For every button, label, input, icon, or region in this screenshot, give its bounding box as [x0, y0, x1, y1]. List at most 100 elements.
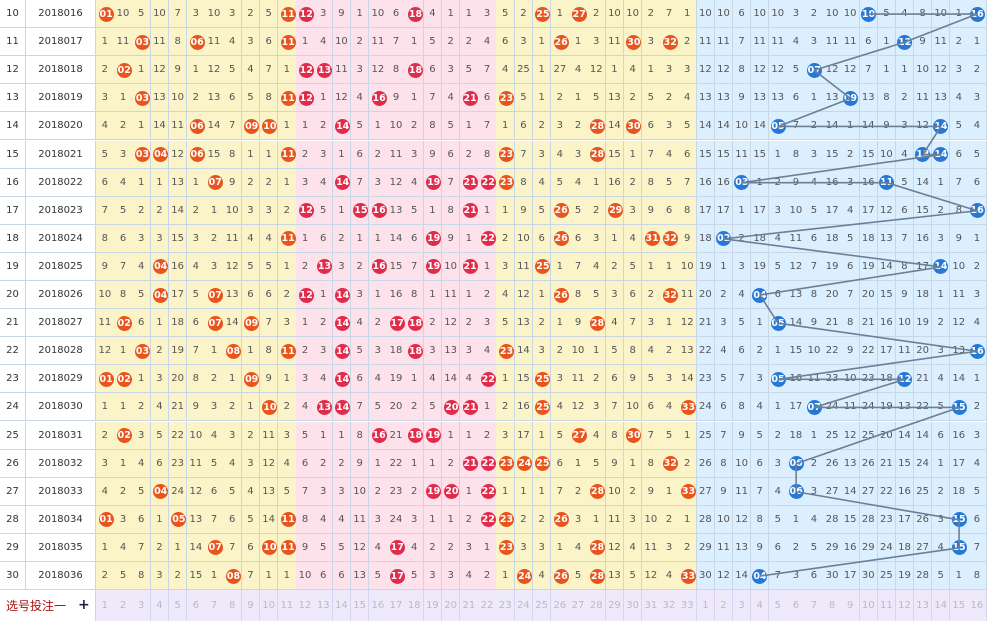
pick-red-20[interactable]: 20 [441, 590, 461, 621]
pick-blue-13[interactable]: 13 [913, 590, 933, 621]
pick-red-26[interactable]: 26 [551, 590, 570, 621]
red-cell: 1 [114, 449, 133, 478]
red-cell: 3 [569, 140, 588, 169]
pick-red-12[interactable]: 12 [296, 590, 315, 621]
red-cell: 3 [678, 56, 698, 85]
red-cell: 5 [441, 112, 461, 141]
red-cell: 1 [642, 56, 661, 85]
period-number: 2018024 [26, 224, 96, 253]
red-ball-number: 22 [480, 512, 496, 528]
pick-blue-16[interactable]: 16 [968, 590, 987, 621]
red-cell: 4 [587, 421, 607, 450]
pick-blue-14[interactable]: 14 [931, 590, 951, 621]
pick-red-3[interactable]: 3 [132, 590, 152, 621]
pick-blue-4[interactable]: 4 [750, 590, 770, 621]
blue-cell: 14 [714, 112, 734, 141]
pick-red-16[interactable]: 16 [369, 590, 388, 621]
pick-blue-6[interactable]: 6 [787, 590, 806, 621]
red-cell: 12 [587, 56, 607, 85]
period-number: 2018026 [26, 281, 96, 310]
pick-red-14[interactable]: 14 [332, 590, 352, 621]
pick-red-5[interactable]: 5 [168, 590, 188, 621]
pick-red-28[interactable]: 28 [587, 590, 607, 621]
red-cell: 19 [423, 252, 443, 281]
blue-cell: 5 [769, 252, 788, 281]
pick-red-29[interactable]: 29 [605, 590, 625, 621]
pick-blue-10[interactable]: 10 [859, 590, 879, 621]
blue-cell: 1 [931, 449, 951, 478]
pick-red-6[interactable]: 6 [187, 590, 206, 621]
red-cell: 2 [278, 393, 297, 422]
pick-red-13[interactable]: 13 [314, 590, 334, 621]
pick-blue-9[interactable]: 9 [841, 590, 860, 621]
pick-red-18[interactable]: 18 [405, 590, 425, 621]
red-cell: 7 [205, 505, 224, 534]
red-ball-number: 33 [680, 399, 696, 415]
red-ball-number: 27 [571, 428, 587, 444]
blue-cell: 1 [931, 168, 951, 197]
red-cell: 1 [496, 112, 516, 141]
pick-red-25[interactable]: 25 [532, 590, 552, 621]
blue-cell: 16 [950, 421, 969, 450]
blue-ball-number: 04 [752, 568, 768, 584]
red-ball-number: 16 [371, 428, 387, 444]
red-cell: 13 [605, 84, 625, 113]
pick-red-31[interactable]: 31 [642, 590, 661, 621]
pick-red-27[interactable]: 27 [569, 590, 588, 621]
red-cell: 9 [187, 393, 206, 422]
pick-blue-12[interactable]: 12 [895, 590, 915, 621]
pick-blue-3[interactable]: 3 [732, 590, 752, 621]
blue-cell: 16 [859, 168, 879, 197]
pick-red-10[interactable]: 10 [259, 590, 279, 621]
red-cell: 6 [478, 84, 497, 113]
red-cell: 12 [296, 84, 315, 113]
red-cell: 8 [441, 196, 461, 225]
red-cell: 3 [532, 533, 552, 562]
blue-cell: 15 [787, 337, 806, 366]
pick-blue-11[interactable]: 11 [877, 590, 897, 621]
pick-red-22[interactable]: 22 [478, 590, 497, 621]
blue-cell: 24 [913, 449, 933, 478]
blue-cell: 18 [696, 224, 716, 253]
pick-blue-15[interactable]: 15 [950, 590, 969, 621]
pick-red-30[interactable]: 30 [623, 590, 643, 621]
pick-red-9[interactable]: 9 [241, 590, 261, 621]
pick-red-24[interactable]: 24 [514, 590, 534, 621]
blue-cell: 15 [859, 140, 879, 169]
red-ball-number: 23 [498, 90, 514, 106]
red-cell: 8 [623, 337, 643, 366]
pick-red-4[interactable]: 4 [150, 590, 170, 621]
pick-red-32[interactable]: 32 [660, 590, 679, 621]
pick-red-33[interactable]: 33 [678, 590, 698, 621]
blue-cell: 24 [823, 393, 842, 422]
pick-blue-8[interactable]: 8 [823, 590, 842, 621]
pick-numbers-label[interactable]: 选号投注一 [0, 590, 96, 621]
pick-red-15[interactable]: 15 [350, 590, 370, 621]
pick-blue-5[interactable]: 5 [769, 590, 788, 621]
pick-red-7[interactable]: 7 [205, 590, 224, 621]
pick-red-2[interactable]: 2 [114, 590, 133, 621]
blue-cell: 12 [714, 56, 734, 85]
pick-blue-7[interactable]: 7 [805, 590, 824, 621]
red-ball-number: 18 [407, 62, 423, 78]
red-cell: 1 [350, 0, 370, 29]
pick-red-21[interactable]: 21 [460, 590, 479, 621]
pick-red-8[interactable]: 8 [223, 590, 243, 621]
red-cell: 2 [642, 0, 661, 29]
red-cell: 3 [405, 140, 425, 169]
red-cell: 8 [642, 449, 661, 478]
blue-cell: 16 [913, 224, 933, 253]
red-cell: 7 [187, 337, 206, 366]
pick-red-11[interactable]: 11 [278, 590, 297, 621]
red-cell: 11 [150, 28, 170, 57]
pick-red-1[interactable]: 1 [96, 590, 115, 621]
add-bet-button[interactable]: + [78, 597, 90, 613]
red-ball-number: 11 [280, 540, 296, 556]
pick-red-19[interactable]: 19 [423, 590, 443, 621]
pick-red-23[interactable]: 23 [496, 590, 516, 621]
blue-cell: 23 [877, 505, 897, 534]
pick-blue-2[interactable]: 2 [714, 590, 734, 621]
red-cell: 22 [478, 449, 497, 478]
pick-red-17[interactable]: 17 [387, 590, 406, 621]
pick-blue-1[interactable]: 1 [696, 590, 716, 621]
